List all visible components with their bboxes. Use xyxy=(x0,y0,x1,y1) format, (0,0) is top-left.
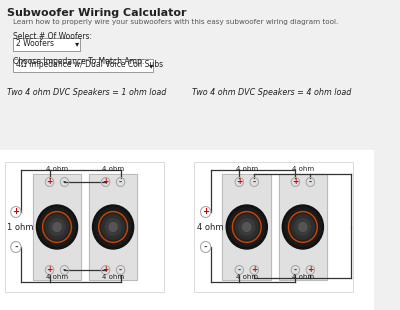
Circle shape xyxy=(46,215,68,239)
Text: -: - xyxy=(204,242,208,251)
Bar xyxy=(278,174,327,280)
Text: 4 ohm: 4 ohm xyxy=(46,274,68,280)
Text: ▾: ▾ xyxy=(75,39,79,48)
Text: 4 ohm: 4 ohm xyxy=(236,274,258,280)
Bar xyxy=(222,174,271,280)
Circle shape xyxy=(239,219,254,235)
Circle shape xyxy=(229,208,265,246)
Text: 2 Woofers: 2 Woofers xyxy=(16,39,54,48)
FancyBboxPatch shape xyxy=(13,38,80,51)
Text: Select # Of Woofers:: Select # Of Woofers: xyxy=(13,32,92,41)
Text: 4 ohm: 4 ohm xyxy=(102,274,124,280)
Text: -: - xyxy=(63,178,66,187)
Text: -: - xyxy=(309,178,312,187)
Circle shape xyxy=(53,223,61,231)
Circle shape xyxy=(49,219,65,235)
Text: -: - xyxy=(14,242,18,251)
Bar xyxy=(5,162,164,292)
Text: -: - xyxy=(238,265,241,274)
Circle shape xyxy=(39,208,75,246)
Bar xyxy=(222,174,271,280)
Text: Two 4 ohm DVC Speakers = 1 ohm load: Two 4 ohm DVC Speakers = 1 ohm load xyxy=(8,88,167,97)
Circle shape xyxy=(95,208,131,246)
Text: 4 ohm: 4 ohm xyxy=(292,274,314,280)
Text: +: + xyxy=(251,265,257,274)
Bar xyxy=(0,150,374,310)
Circle shape xyxy=(105,219,121,235)
Circle shape xyxy=(282,205,324,249)
Circle shape xyxy=(236,215,258,239)
Bar xyxy=(5,162,164,292)
Text: +: + xyxy=(102,178,109,187)
Circle shape xyxy=(288,211,318,243)
Text: Subwoofer Wiring Calculator: Subwoofer Wiring Calculator xyxy=(8,8,187,18)
Text: -: - xyxy=(119,178,122,187)
Text: ▾: ▾ xyxy=(149,61,153,70)
Text: Learn how to properly wire your subwoofers with this easy subwoofer wiring diagr: Learn how to properly wire your subwoofe… xyxy=(13,19,338,25)
Bar xyxy=(89,174,138,280)
Text: +: + xyxy=(46,265,53,274)
Circle shape xyxy=(232,211,262,243)
Text: +: + xyxy=(236,178,242,187)
Bar xyxy=(89,174,138,280)
Text: +: + xyxy=(46,178,53,187)
Circle shape xyxy=(292,215,314,239)
Bar xyxy=(33,174,81,280)
Text: 4Ω Impedance w/ Dual Voice Coil Subs: 4Ω Impedance w/ Dual Voice Coil Subs xyxy=(16,60,163,69)
Circle shape xyxy=(295,219,311,235)
Circle shape xyxy=(109,223,117,231)
Text: +: + xyxy=(307,265,314,274)
Text: +: + xyxy=(12,207,19,216)
Text: -: - xyxy=(63,265,66,274)
Circle shape xyxy=(299,223,307,231)
Circle shape xyxy=(98,211,128,243)
Bar xyxy=(194,162,353,292)
Text: -: - xyxy=(253,178,256,187)
Circle shape xyxy=(42,211,72,243)
Circle shape xyxy=(243,223,251,231)
Text: 4 ohm: 4 ohm xyxy=(236,166,258,172)
Circle shape xyxy=(285,208,321,246)
Text: +: + xyxy=(102,265,109,274)
Circle shape xyxy=(92,205,134,249)
Text: Choose Impedance To Match Amp:: Choose Impedance To Match Amp: xyxy=(13,57,144,66)
Bar xyxy=(33,174,81,280)
Text: 1 ohm: 1 ohm xyxy=(8,223,34,232)
Text: 4 ohm: 4 ohm xyxy=(102,166,124,172)
FancyBboxPatch shape xyxy=(13,59,153,72)
Circle shape xyxy=(226,205,267,249)
Text: +: + xyxy=(292,178,298,187)
Text: Two 4 ohm DVC Speakers = 4 ohm load: Two 4 ohm DVC Speakers = 4 ohm load xyxy=(192,88,351,97)
Bar xyxy=(278,174,327,280)
Circle shape xyxy=(36,205,78,249)
Text: -: - xyxy=(294,265,297,274)
Text: 4 ohm: 4 ohm xyxy=(197,223,224,232)
Text: 4 ohm: 4 ohm xyxy=(292,166,314,172)
Text: +: + xyxy=(202,207,209,216)
Text: -: - xyxy=(119,265,122,274)
Circle shape xyxy=(102,215,124,239)
Text: 4 ohm: 4 ohm xyxy=(46,166,68,172)
Bar xyxy=(194,162,353,292)
